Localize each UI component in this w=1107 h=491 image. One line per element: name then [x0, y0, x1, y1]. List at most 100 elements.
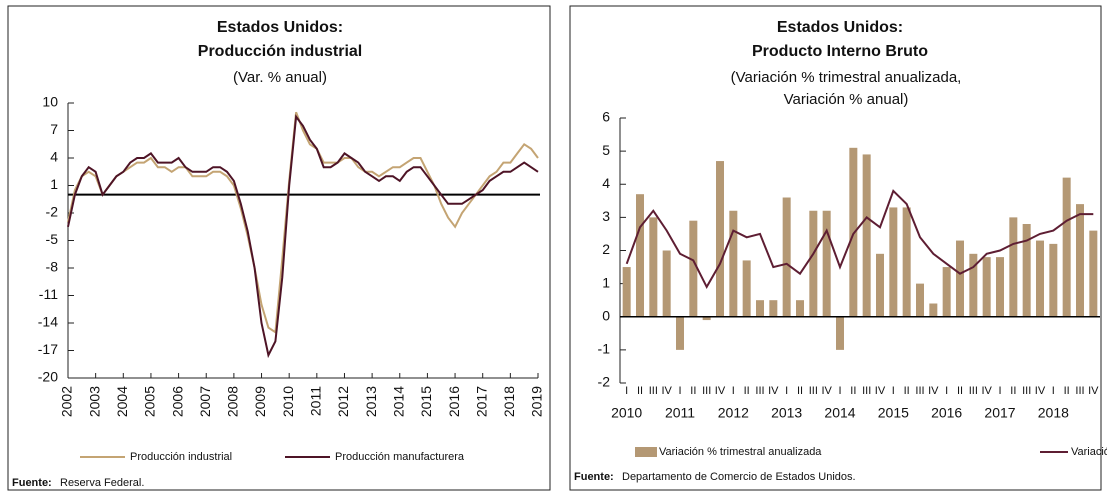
- bar: [1049, 243, 1058, 317]
- x-tick-label: II: [957, 385, 963, 397]
- x-tick-label: IV: [875, 385, 886, 397]
- bar: [636, 194, 644, 317]
- series-line: [67, 111, 539, 334]
- x-tick-label: 2011: [308, 386, 324, 416]
- x-tick-label: 2002: [59, 386, 75, 417]
- bar: [969, 253, 978, 317]
- bar: [782, 197, 791, 317]
- x-tick-label: 2005: [142, 386, 158, 417]
- y-tick-label: -17: [38, 341, 58, 357]
- bar: [916, 283, 924, 317]
- y-tick-label: -8: [46, 259, 59, 275]
- bar: [742, 260, 751, 317]
- x-tick-label: 2003: [86, 386, 102, 417]
- x-tick-label: I: [625, 385, 628, 397]
- x-tick-label: I: [945, 385, 948, 397]
- bar: [1062, 177, 1071, 317]
- x-tick-label: II: [850, 385, 856, 397]
- series-line: [67, 114, 539, 359]
- x-tick-label: IV: [928, 385, 939, 397]
- legend-label: Producción industrial: [130, 451, 232, 463]
- series-line: [625, 189, 1094, 290]
- y-tick-label: -1: [598, 341, 611, 357]
- x-tick-label: III: [1022, 385, 1031, 397]
- x-year-label: 2016: [931, 405, 962, 421]
- bar: [796, 300, 804, 317]
- x-tick-label: 2006: [169, 386, 185, 417]
- x-tick-label: III: [969, 385, 978, 397]
- bar: [716, 161, 724, 317]
- y-tick-label: 4: [602, 175, 610, 191]
- x-tick-label: II: [797, 385, 803, 397]
- x-tick-label: 2017: [473, 386, 489, 417]
- x-tick-label: 2014: [390, 386, 406, 417]
- x-tick-label: IV: [821, 385, 832, 397]
- source-text: Departamento de Comercio de Estados Unid…: [622, 471, 856, 483]
- chart-title: Estados Unidos:: [217, 19, 343, 36]
- source-label: Fuente:: [12, 477, 52, 489]
- x-tick-label: I: [838, 385, 841, 397]
- bar: [689, 220, 698, 317]
- y-tick-label: 7: [50, 121, 58, 137]
- y-tick-label: -20: [38, 369, 58, 385]
- x-tick-label: II: [637, 385, 643, 397]
- x-tick-label: 2009: [252, 386, 268, 417]
- bar: [1076, 204, 1084, 317]
- bar: [769, 300, 778, 317]
- x-tick-label: IV: [715, 385, 726, 397]
- x-tick-label: III: [809, 385, 818, 397]
- left-panel: [7, 5, 551, 491]
- chart-title: Producto Interno Bruto: [752, 43, 928, 60]
- x-tick-label: II: [904, 385, 910, 397]
- chart-subtitle: Variación % anual): [784, 91, 909, 108]
- x-tick-label: I: [892, 385, 895, 397]
- y-tick-label: 0: [602, 307, 610, 323]
- x-tick-label: 2018: [501, 386, 517, 417]
- source-text: Reserva Federal.: [60, 477, 144, 489]
- chart-subtitle: (Variación % trimestral anualizada,: [731, 69, 962, 86]
- bar: [662, 250, 671, 317]
- x-tick-label: 2008: [225, 386, 241, 417]
- chart-title: Producción industrial: [198, 43, 362, 60]
- y-tick-label: 1: [602, 274, 610, 290]
- x-tick-label: 2004: [114, 386, 130, 417]
- y-tick-label: 4: [50, 149, 58, 165]
- bar: [622, 267, 631, 317]
- legend-label: Producción manufacturera: [335, 451, 465, 463]
- bar: [889, 207, 898, 317]
- x-year-label: 2011: [665, 405, 695, 421]
- bar: [929, 303, 938, 317]
- x-tick-label: IV: [661, 385, 672, 397]
- legend-swatch: [635, 447, 657, 457]
- bar: [649, 217, 658, 317]
- y-tick-label: -5: [46, 231, 59, 247]
- right-panel: [569, 5, 1102, 491]
- x-year-label: 2010: [611, 405, 642, 421]
- bar: [1089, 230, 1098, 317]
- bar: [729, 210, 738, 317]
- y-tick-label: -11: [39, 286, 58, 302]
- x-year-label: 2018: [1038, 405, 1069, 421]
- x-tick-label: I: [998, 385, 1001, 397]
- y-tick-label: 10: [42, 94, 58, 110]
- x-tick-label: I: [678, 385, 681, 397]
- y-tick-label: -14: [38, 314, 58, 330]
- bar: [996, 257, 1004, 317]
- x-tick-label: III: [702, 385, 711, 397]
- chart-subtitle: (Var. % anual): [233, 69, 327, 86]
- x-year-label: 2017: [984, 405, 1015, 421]
- x-tick-label: III: [915, 385, 924, 397]
- x-tick-label: 2013: [363, 386, 379, 417]
- x-tick-label: 2012: [335, 386, 351, 417]
- y-tick-label: -2: [598, 374, 611, 390]
- source-label: Fuente:: [574, 471, 614, 483]
- bar: [756, 300, 764, 317]
- x-tick-label: II: [1064, 385, 1070, 397]
- legend-label: Variación % Anual: [1071, 446, 1107, 458]
- bar: [822, 210, 831, 317]
- bar: [702, 316, 711, 321]
- chart-title: Estados Unidos:: [777, 19, 903, 36]
- bar: [942, 267, 951, 317]
- x-tick-label: 2007: [197, 386, 213, 417]
